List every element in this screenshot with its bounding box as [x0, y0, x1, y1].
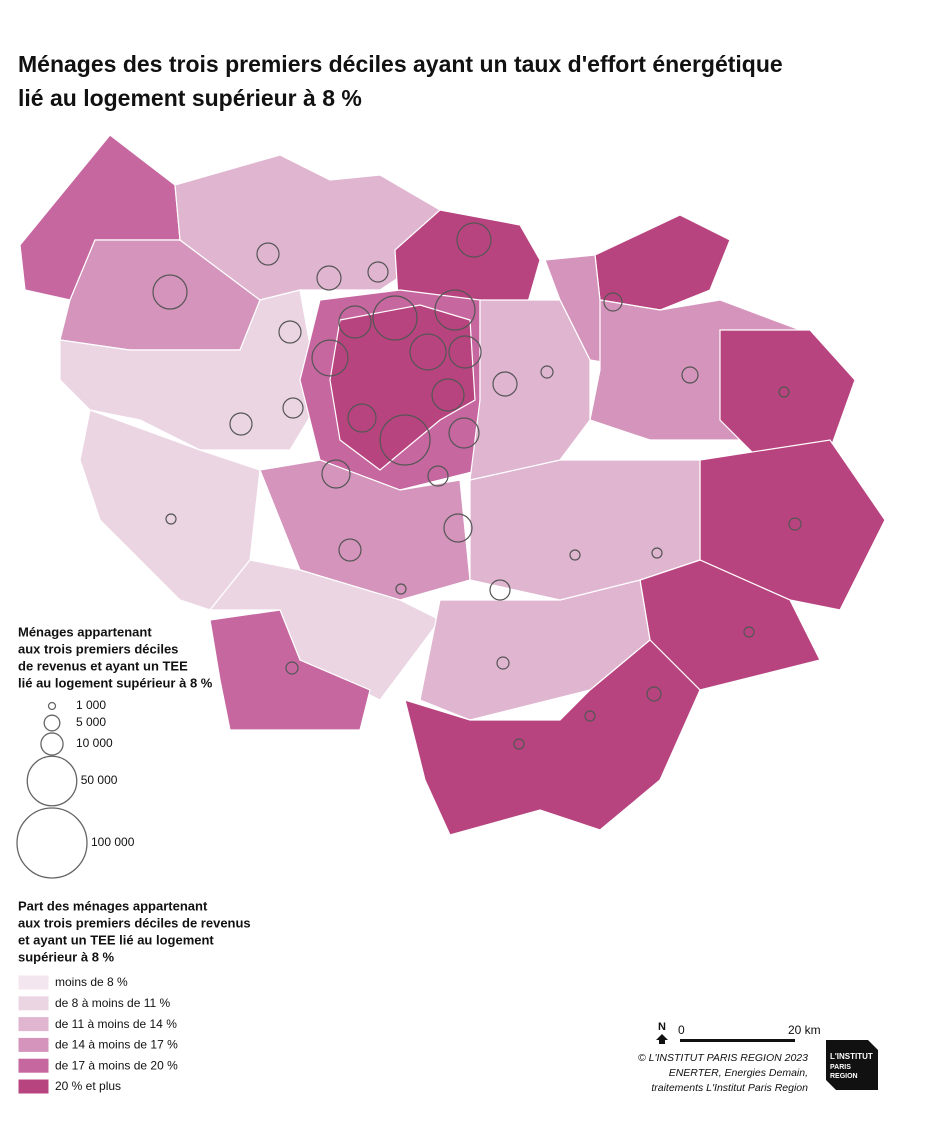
bubble: [338, 305, 372, 339]
bubble: [651, 547, 663, 559]
credit: traitements L'Institut Paris Region: [651, 1082, 808, 1094]
bubble: [448, 335, 482, 369]
size-label: 1 000: [76, 698, 106, 712]
legend-title: supérieur à 8 %: [18, 949, 115, 964]
zone: [469, 459, 701, 601]
bubble: [311, 339, 349, 377]
bubble: [496, 656, 510, 670]
north-arrow: [656, 1034, 668, 1044]
bubble: [395, 583, 407, 595]
bubble: [603, 292, 623, 312]
legend-title: Part des ménages appartenant: [18, 898, 208, 913]
bubble: [434, 289, 476, 331]
legend-swatch: [17, 1036, 50, 1053]
size-label: 5 000: [76, 715, 106, 729]
title: Ménages des trois premiers déciles ayant…: [18, 51, 783, 77]
scale-bar: N 0 20 km: [656, 1021, 821, 1044]
size-label: 100 000: [91, 835, 135, 849]
bubbles: [152, 222, 802, 750]
zone: [594, 214, 731, 311]
bubble: [456, 222, 492, 258]
zone: [404, 639, 701, 836]
title: lié au logement supérieur à 8 %: [18, 85, 362, 111]
bubble: [584, 710, 596, 722]
bubble: [316, 265, 342, 291]
legend-label: 20 % et plus: [55, 1079, 121, 1093]
size-circle: [26, 755, 78, 807]
bubble: [285, 661, 299, 675]
map: [19, 134, 886, 836]
bubble: [681, 366, 699, 384]
bubble: [443, 513, 473, 543]
credit: ENERTER, Energies Demain,: [669, 1067, 808, 1079]
legend-label: de 17 à moins de 20 %: [55, 1058, 178, 1072]
bubble: [282, 397, 304, 419]
size-circle: [43, 714, 61, 732]
logo-shape: [826, 1040, 878, 1090]
bubble: [379, 414, 431, 466]
zone: [329, 304, 476, 471]
size-label: 10 000: [76, 736, 113, 750]
bubble: [513, 738, 525, 750]
legend-swatch: [17, 1016, 50, 1033]
scale-end: 20 km: [788, 1023, 821, 1037]
bubble: [367, 261, 389, 283]
bubble: [409, 333, 447, 371]
north-label: N: [658, 1021, 666, 1033]
size-circle: [40, 732, 64, 756]
legend-label: de 11 à moins de 14 %: [55, 1017, 177, 1031]
legend-swatch: [17, 974, 50, 991]
bubble: [152, 274, 188, 310]
bubble: [347, 403, 377, 433]
credit: © L'INSTITUT PARIS REGION 2023: [638, 1052, 808, 1064]
bubble: [431, 378, 465, 412]
bubble: [256, 242, 280, 266]
bubble: [229, 412, 253, 436]
legend-title: et ayant un TEE lié au logement: [18, 932, 214, 947]
size-legend: Ménages appartenant aux trois premiers d…: [16, 624, 213, 879]
bubble: [743, 626, 755, 638]
zone: [469, 299, 591, 481]
bubble: [278, 320, 302, 344]
bubble: [427, 465, 449, 487]
bubble: [569, 549, 581, 561]
color-legend: Part des ménages appartenant aux trois p…: [17, 898, 251, 1095]
legend-title: lié au logement supérieur à 8 %: [18, 675, 213, 690]
size-circle: [47, 701, 57, 711]
legend-title: Ménages appartenant: [18, 624, 152, 639]
logo-text: REGION: [830, 1073, 858, 1080]
logo-text: L'INSTITUT: [830, 1052, 873, 1061]
bubble: [489, 579, 511, 601]
bubble: [321, 459, 351, 489]
logo: L'INSTITUT PARIS REGION: [826, 1040, 878, 1090]
legend-swatch: [17, 1078, 50, 1095]
bubble: [165, 513, 177, 525]
bubble: [492, 371, 518, 397]
bubble: [338, 538, 362, 562]
bubble: [788, 517, 802, 531]
size-circle: [16, 807, 88, 879]
scale-start: 0: [678, 1023, 685, 1037]
legend-label: de 14 à moins de 17 %: [55, 1038, 178, 1052]
bubble: [540, 365, 554, 379]
bubble: [646, 686, 662, 702]
zone: [59, 289, 321, 451]
bubble: [372, 295, 418, 341]
logo-text: PARIS: [830, 1064, 851, 1071]
legend-label: de 8 à moins de 11 %: [55, 996, 171, 1010]
legend-label: moins de 8 %: [55, 975, 128, 989]
bubble: [448, 417, 480, 449]
credits: © L'INSTITUT PARIS REGION 2023 ENERTER, …: [638, 1052, 808, 1094]
legend-title: de revenus et ayant un TEE: [18, 658, 188, 673]
bubble: [778, 386, 790, 398]
legend-swatch: [17, 995, 50, 1012]
scale-line: [680, 1039, 795, 1042]
size-label: 50 000: [81, 773, 118, 787]
legend-title: aux trois premiers déciles de revenus: [18, 915, 251, 930]
legend-title: aux trois premiers déciles: [18, 641, 178, 656]
legend-swatch: [17, 1057, 50, 1074]
zone: [209, 609, 371, 731]
